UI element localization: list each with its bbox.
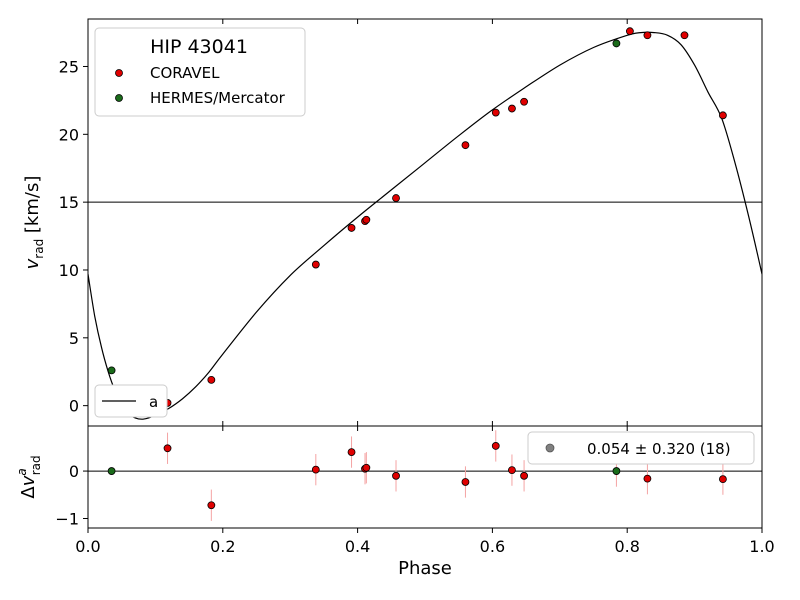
residual-point-coravel [392,471,400,480]
rv-point-coravel [392,194,400,202]
residual-point-coravel [520,471,528,480]
residual-point-coravel [163,444,172,453]
residual-legend-label: 0.054 ± 0.320 (18) [587,440,731,458]
residual-point-coravel [719,475,727,484]
residual-point-coravel [461,478,470,486]
residual-y-axis-label-v: v [18,475,39,486]
rv-point-coravel [311,260,320,269]
residual-point-coravel [311,465,320,474]
legend-marker-coravel [115,69,123,77]
rv-point-coravel [520,97,528,106]
residual-point-coravel [643,474,652,483]
phase-x-tick-label: 0.2 [210,537,235,556]
rv-y-axis-label: vrad [km/s] [22,176,46,270]
phase-x-tick-label: 0.4 [345,537,370,556]
rv-y-axis-label-sub: rad [32,239,46,259]
rv-legend: HIP 43041 CORAVEL HERMES/Mercator [94,27,306,117]
rv-point-coravel [461,141,470,150]
model-legend: a [94,384,168,418]
residual-point-hermes [612,467,621,475]
legend-marker-hermes [115,94,123,102]
rv-legend-box [94,27,306,117]
residual-point-coravel [362,463,371,472]
residual-y-tick-label: −1 [55,510,79,529]
rv-y-axis-label-main: v [22,258,43,269]
rv-point-coravel [643,31,652,40]
rv-y-tick-label: 5 [69,329,79,348]
residual-points-layer [107,442,727,510]
rv-y-tick-label: 0 [69,397,79,416]
legend-label-hermes: HERMES/Mercator [150,89,286,107]
rv-point-coravel [362,215,371,224]
rv-y-tick-label: 25 [59,57,79,76]
residual-point-hermes [107,467,116,475]
residual-legend-box [527,431,755,465]
rv-point-coravel [491,108,500,117]
rv-y-axis-label-unit: [km/s] [22,176,43,239]
rv-point-coravel [207,375,216,384]
phase-x-tick-label: 0.0 [75,537,100,556]
rv-point-coravel [347,224,356,232]
phase-x-tick-label: 0.6 [480,537,505,556]
rv-y-ticks: 0 5 10 15 20 25 [59,57,88,416]
residual-y-tick-label: 0 [69,462,79,481]
residual-point-coravel [207,501,216,510]
model-legend-label: a [149,393,158,411]
rv-y-tick-label: 20 [59,125,79,144]
residuals-panel-frame [87,425,763,529]
rv-point-coravel [508,104,516,113]
residual-legend-marker [545,443,555,453]
rv-points-layer [107,27,727,407]
rv-legend-title: HIP 43041 [150,36,248,58]
residual-legend: 0.054 ± 0.320 (18) [527,431,755,465]
phase-x-tick-label: 0.8 [614,537,639,556]
rv-point-hermes [612,39,621,48]
rv-point-coravel [719,111,727,120]
residuals-panel: −1 0 0.0 0.2 0.4 0.6 0.8 1.0 Δvarad Phase 0.05… [15,425,775,579]
residual-point-coravel [508,466,516,475]
phase-axis-label: Phase [398,558,452,579]
rv-y-tick-label: 15 [59,193,79,212]
residual-y-ticks: −1 0 [55,462,88,529]
residual-y-axis-label-sub: rad [29,455,43,475]
residual-y-axis-label-sup: a [15,468,29,475]
residual-point-coravel [347,448,356,456]
rv-point-hermes [107,366,116,375]
residual-x-ticks: 0.0 0.2 0.4 0.6 0.8 1.0 [75,426,775,556]
residual-y-axis-label-delta: Δ [18,486,39,499]
rv-point-coravel [680,31,689,40]
rv-y-tick-label: 10 [59,261,79,280]
phase-x-tick-label: 1.0 [749,537,774,556]
residual-y-axis-label: Δvarad [15,455,43,498]
residual-point-coravel [491,442,500,450]
rv-point-coravel [625,27,634,36]
rv-panel: 0 5 10 15 20 25 vrad [km/s] HIP 43041 CORAVEL… [22,18,763,427]
legend-label-coravel: CORAVEL [150,64,220,82]
